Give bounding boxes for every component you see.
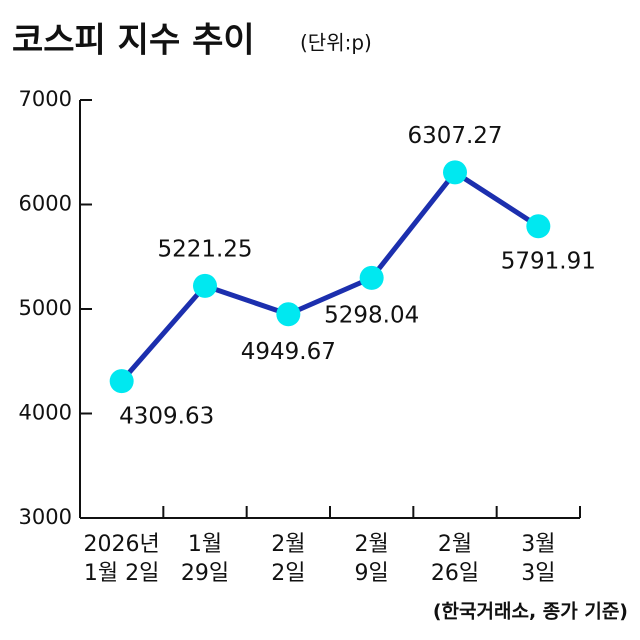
x-tick-label: 26일 bbox=[431, 561, 479, 586]
x-tick-label: 3일 bbox=[521, 561, 555, 586]
marker bbox=[109, 369, 134, 394]
x-tick-label: 1월 bbox=[188, 532, 222, 557]
x-tick-label: 29일 bbox=[181, 561, 229, 586]
value-label: 5791.91 bbox=[501, 249, 596, 275]
value-label: 4309.63 bbox=[119, 404, 214, 430]
marker bbox=[443, 160, 467, 185]
x-tick-label: 2026년 bbox=[84, 532, 160, 557]
x-tick-label: 2월 bbox=[271, 532, 305, 557]
marker bbox=[526, 214, 551, 239]
x-tick-label: 1월 2일 bbox=[84, 561, 159, 586]
x-tick-label: 2월 bbox=[355, 532, 389, 557]
value-label: 5298.04 bbox=[324, 302, 419, 328]
source: (한국거래소, 종가 기준) bbox=[433, 601, 628, 623]
y-tick-label: 7000 bbox=[19, 87, 72, 111]
line bbox=[119, 169, 540, 383]
y-tick-label: 5000 bbox=[19, 296, 72, 320]
y-tick-label: 6000 bbox=[19, 192, 72, 216]
value-label: 6307.27 bbox=[407, 123, 502, 149]
y-tick-label: 4000 bbox=[19, 401, 72, 425]
x-tick-label: 2일 bbox=[271, 561, 305, 586]
marker bbox=[359, 265, 384, 290]
value-label: 5221.25 bbox=[157, 236, 252, 262]
chart-title: 코스피 지수 추이 bbox=[12, 21, 255, 61]
marker bbox=[193, 273, 217, 298]
x-tick-label: 3월 bbox=[521, 532, 555, 557]
x-tick-label: 9일 bbox=[355, 561, 389, 586]
marker bbox=[276, 302, 301, 327]
chart-subtitle: (단위:p) bbox=[300, 31, 372, 55]
y-tick-label: 3000 bbox=[19, 505, 72, 529]
x-tick-label: 2월 bbox=[438, 532, 472, 557]
value-label: 4949.67 bbox=[241, 339, 336, 365]
